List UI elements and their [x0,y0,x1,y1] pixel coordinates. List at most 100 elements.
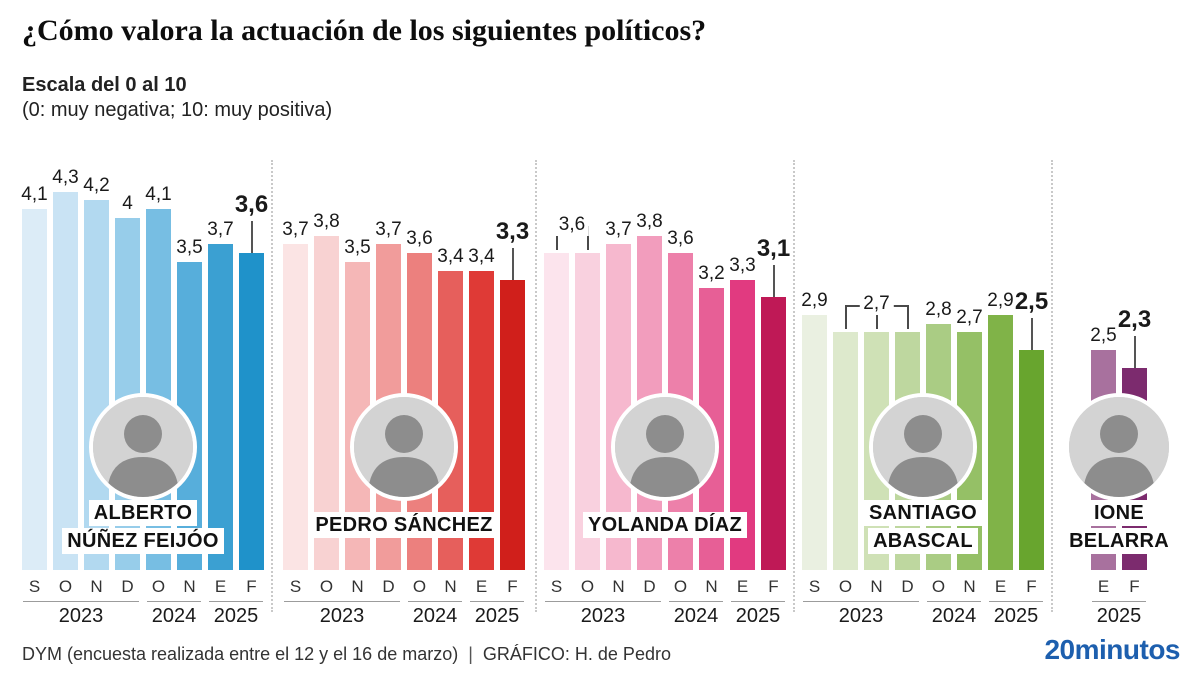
bar [988,314,1013,570]
politician-name-line: PEDRO SÁNCHEZ [264,512,544,540]
bar-value-label: 4,1 [21,184,48,206]
month-label: O [673,577,688,596]
month-label: D [643,577,656,596]
month-label: N [612,577,625,596]
politician-name-text: ABASCAL [868,528,978,554]
bar-column [544,253,569,570]
years-axis: 2023 2024 2025 [276,601,532,641]
politician-name-line: YOLANDA DÍAZ [528,512,802,540]
politician-name: IONE BELARRA [1044,500,1194,556]
month-label: N [183,577,196,596]
footer-separator: | [468,644,473,664]
year-group: 2025 [1092,601,1146,628]
person-silhouette-icon [873,397,973,497]
politician-photo [869,393,977,501]
politician-name-line: BELARRA [1044,528,1194,556]
month-label: O [58,577,73,596]
bar-value-label: 4,1 [145,184,172,206]
month-label: O [931,577,946,596]
month-label: S [28,577,41,596]
bar-value-label: 3,8 [313,210,340,232]
month-label: N [963,577,976,596]
value-connector-line [1133,335,1136,368]
month-label: E [994,577,1007,596]
bracket-value-label: 2,7 [859,293,894,316]
bar-value-label: 3,6 [234,191,269,219]
year-label: 2024 [931,605,977,627]
year-label: 2023 [838,605,884,627]
month-label: N [90,577,103,596]
bar-value-label: 3,7 [375,219,402,241]
year-group: 2023 [284,601,400,628]
bar-value-label: 3,7 [282,219,309,241]
month-label: F [1026,577,1037,596]
bar-column: 3,1 [757,235,790,570]
politician-name-text: YOLANDA DÍAZ [583,512,747,538]
month-label: N [351,577,364,596]
chart-divider [271,160,273,612]
bar-value-label: 3,5 [176,237,203,258]
month-label: N [705,577,718,596]
year-group: 2023 [545,601,661,628]
bar [544,253,569,570]
value-connector-line [250,221,253,254]
years-axis: 2025 [1056,601,1182,641]
month-label: D [901,577,914,596]
year-label: 2023 [319,605,365,627]
chart-sánchez: 3,7 3,8 3,5 3,7 3,6 3,4 3,4 3,3 PEDRO SÁNCHEZ S O N… [276,160,532,641]
month-label: F [246,577,257,596]
month-label: D [121,577,134,596]
bar-value-label: 3,7 [605,219,632,241]
bar-value-label: 3,7 [207,219,234,241]
bar-column: 3,6 [235,191,268,570]
bracket-tick [844,305,847,330]
politician-name-text: ALBERTO [88,500,198,526]
scale-label: Escala del 0 al 10 [22,74,187,96]
politician-name-line: IONE [1044,500,1194,528]
year-label: 2025 [213,605,259,627]
bar-value-label: 3,4 [437,245,464,267]
month-label: S [289,577,302,596]
bar-value-label: 3,6 [667,228,694,250]
month-label: O [412,577,427,596]
politician-name: PEDRO SÁNCHEZ [264,512,544,540]
chart-abascal: 2,9 2,8 2,7 2,9 2,5 2,7 SANTIAGO ABASCAL S O N D O N E… [798,160,1048,641]
value-connector-line [772,265,775,298]
bar-value-label: 4,2 [83,175,110,197]
month-label: O [319,577,334,596]
politician-photo [611,393,719,501]
bar-column: 2,5 [1015,288,1048,570]
bar-value-label: 2,5 [1014,288,1049,315]
bar-value-label: 3,3 [729,254,756,276]
year-label: 2024 [673,605,719,627]
chart-divider [535,160,537,612]
bar-column: 2,9 [987,290,1014,570]
bar-column: 2,9 [801,290,828,570]
bar-column: 3,7 [207,219,234,570]
year-group: 2023 [23,601,139,628]
footer-credit: GRÁFICO: H. de Pedro [482,644,671,664]
chart-divider [1051,160,1053,612]
politician-name-line: ABASCAL [786,528,1060,556]
chart-belarra: 2,5 2,3 IONE BELARRA E F 2025 [1056,160,1182,641]
month-label: E [214,577,227,596]
month-label: O [151,577,166,596]
bar-value-label: 2,5 [1090,325,1117,346]
month-label: N [870,577,883,596]
bracket-tick [906,305,909,330]
politician-name-text: IONE [1088,500,1150,526]
bar-column: 4,1 [21,184,48,570]
year-group: 2025 [470,601,524,628]
bar-value-label: 4,3 [52,166,79,188]
years-axis: 2023 2024 2025 [540,601,790,641]
bar-value-label: 2,7 [956,307,983,329]
bracket-tick [586,226,589,251]
person-silhouette-icon [1069,397,1169,497]
month-label: E [475,577,488,596]
bar [500,279,525,570]
bars-area: 3,7 3,8 3,6 3,2 3,3 3,1 3,6 YOLANDA DÍAZ [540,160,790,570]
